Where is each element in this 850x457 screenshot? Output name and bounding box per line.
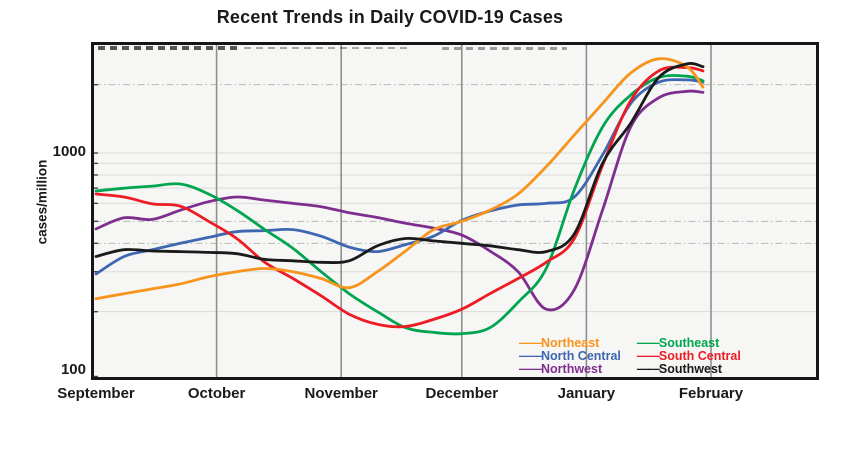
series-line-south-central xyxy=(94,65,705,329)
series-line-north-central xyxy=(94,78,705,276)
legend-label: Southeast xyxy=(658,336,720,350)
legend-line-swatch: —— xyxy=(636,361,660,376)
legend: ——Northeast ——North Central ——Northwest ——S… xyxy=(519,337,741,375)
series-line-northeast xyxy=(94,57,705,301)
legend-entry-south-central: ——South Central xyxy=(636,348,741,363)
clipped-text-artifact xyxy=(442,47,567,50)
legend-column: ——Northeast ——North Central ——Northwest xyxy=(519,337,621,375)
legend-column: ——Southeast ——South Central ——Southwest xyxy=(637,337,741,375)
clipped-text-artifact xyxy=(244,47,412,49)
legend-entry-southeast: ——Southeast xyxy=(637,337,741,350)
legend-entry-southwest: ——Southwest xyxy=(636,361,741,376)
legend-label: Northeast xyxy=(541,336,600,350)
legend-entry-northeast: ——Northeast xyxy=(519,337,621,350)
legend-line-swatch: —— xyxy=(519,361,542,376)
y-tick-label-100: 100 xyxy=(60,361,86,378)
chart-svg xyxy=(94,45,816,377)
x-month-label-october: October xyxy=(187,385,246,402)
legend-line-swatch: —— xyxy=(636,348,660,363)
x-month-label-september: September xyxy=(57,385,135,402)
series-line-southwest xyxy=(94,62,705,264)
x-month-label-february: February xyxy=(678,385,744,402)
chart-plot-area xyxy=(91,42,819,380)
legend-label: Southwest xyxy=(658,361,723,376)
y-axis-label: cases/million xyxy=(34,159,50,245)
y-tick-label-1000: 1000 xyxy=(52,143,86,160)
x-month-label-november: November xyxy=(304,385,378,402)
chart-title: Recent Trends in Daily COVID-19 Cases xyxy=(216,7,564,27)
legend-label: South Central xyxy=(658,348,741,363)
legend-label: North Central xyxy=(541,348,621,363)
series-line-northwest xyxy=(94,89,705,312)
legend-entry-north-central: ——North Central xyxy=(519,348,621,363)
x-month-label-january: January xyxy=(557,385,616,402)
x-month-label-december: December xyxy=(425,385,499,402)
legend-line-swatch: —— xyxy=(519,348,542,363)
legend-entry-northwest: ——Northwest xyxy=(519,361,621,376)
legend-line-swatch: —— xyxy=(519,336,542,350)
legend-line-swatch: —— xyxy=(636,336,660,350)
clipped-text-artifact xyxy=(98,46,240,50)
series-line-southeast xyxy=(94,74,705,336)
legend-label: Northwest xyxy=(541,361,603,376)
